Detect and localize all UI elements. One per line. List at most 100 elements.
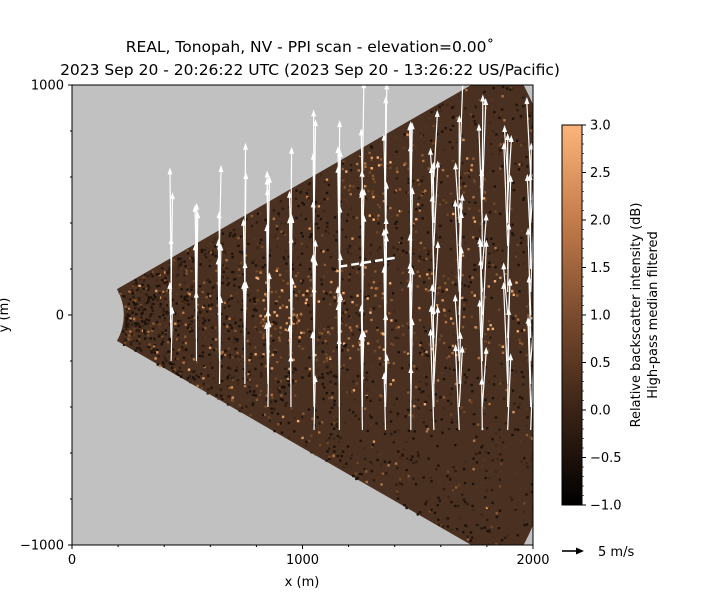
speckle-cell bbox=[308, 372, 312, 375]
x-axis-label: x (m) bbox=[285, 575, 320, 590]
speckle-cell bbox=[393, 191, 397, 194]
speckle-cell bbox=[283, 375, 287, 379]
speckle-cell bbox=[221, 242, 225, 246]
speckle-cell bbox=[341, 167, 345, 171]
speckle-cell bbox=[277, 380, 280, 384]
speckle-cell bbox=[133, 305, 137, 308]
speckle-cell bbox=[559, 401, 561, 403]
speckle-cell bbox=[472, 413, 476, 416]
speckle-cell bbox=[261, 413, 265, 417]
speckle-cell bbox=[486, 551, 488, 553]
speckle-cell bbox=[211, 286, 215, 289]
speckle-cell bbox=[491, 98, 494, 101]
speckle-cell bbox=[504, 422, 508, 425]
speckle-cell bbox=[369, 399, 372, 403]
wind-vector-shaft bbox=[458, 199, 463, 247]
speckle-cell bbox=[290, 407, 293, 410]
speckle-cell bbox=[528, 144, 532, 147]
speckle-cell bbox=[230, 386, 234, 389]
wind-vector-shaft bbox=[383, 234, 387, 293]
speckle-cell bbox=[406, 267, 409, 270]
speckle-cell bbox=[305, 440, 308, 444]
speckle-cell bbox=[208, 300, 211, 303]
speckle-cell bbox=[424, 126, 427, 129]
speckle-cell bbox=[192, 316, 196, 320]
speckle-cell bbox=[462, 530, 465, 534]
speckle-cell bbox=[166, 272, 170, 275]
speckle-cell bbox=[437, 518, 440, 521]
y-axis-label: y (m) bbox=[0, 298, 12, 333]
speckle-cell bbox=[435, 399, 439, 403]
speckle-cell bbox=[226, 276, 229, 280]
speckle-cell bbox=[319, 217, 323, 221]
speckle-cell bbox=[238, 265, 241, 268]
wind-vector-shaft bbox=[454, 300, 460, 362]
speckle-cell bbox=[189, 257, 192, 260]
speckle-cell bbox=[522, 250, 525, 254]
speckle-cell bbox=[150, 351, 154, 354]
speckle-cell bbox=[126, 312, 129, 316]
speckle-cell bbox=[158, 292, 162, 295]
speckle-cell bbox=[464, 460, 467, 463]
speckle-cell bbox=[275, 360, 279, 364]
speckle-cell bbox=[437, 162, 441, 165]
speckle-cell bbox=[148, 286, 151, 289]
speckle-cell bbox=[500, 362, 503, 365]
speckle-cell bbox=[296, 271, 300, 275]
speckle-cell bbox=[225, 259, 228, 262]
speckle-cell bbox=[127, 297, 131, 301]
speckle-cell bbox=[237, 268, 241, 271]
wind-reference-key: 5 m/s bbox=[562, 545, 634, 560]
speckle-cell bbox=[450, 106, 454, 110]
speckle-cell bbox=[374, 270, 377, 273]
speckle-cell bbox=[314, 353, 317, 357]
speckle-cell bbox=[495, 133, 498, 136]
speckle-cell bbox=[310, 373, 313, 376]
speckle-cell bbox=[407, 177, 410, 181]
speckle-cell bbox=[468, 207, 471, 210]
speckle-cell bbox=[364, 266, 367, 269]
wind-vector-head bbox=[460, 74, 465, 81]
wind-vector-shaft bbox=[410, 324, 413, 408]
speckle-cell bbox=[321, 234, 324, 237]
speckle-cell bbox=[463, 212, 467, 216]
speckle-cell bbox=[358, 247, 361, 251]
speckle-cell bbox=[502, 397, 506, 401]
speckle-cell bbox=[370, 243, 373, 247]
speckle-cell bbox=[265, 281, 268, 284]
speckle-cell bbox=[208, 242, 212, 245]
speckle-cell bbox=[553, 309, 555, 311]
speckle-cell bbox=[255, 276, 258, 279]
chart-title-line2: 2023 Sep 20 - 20:26:22 UTC (2023 Sep 20 … bbox=[60, 61, 560, 79]
speckle-cell bbox=[516, 294, 519, 297]
speckle-cell bbox=[333, 299, 337, 303]
speckle-cell bbox=[138, 284, 141, 288]
wind-vector-head bbox=[313, 119, 319, 127]
speckle-cell bbox=[269, 248, 272, 252]
speckle-cell bbox=[207, 250, 211, 254]
speckle-cell bbox=[464, 524, 467, 527]
speckle-cell bbox=[432, 142, 435, 145]
speckle-cell bbox=[396, 248, 399, 251]
speckle-cell bbox=[365, 378, 368, 381]
speckle-cell bbox=[200, 250, 204, 253]
wind-vector-head bbox=[502, 124, 508, 132]
speckle-cell bbox=[126, 310, 129, 313]
speckle-cell bbox=[549, 150, 551, 152]
speckle-cell bbox=[228, 395, 231, 398]
speckle-cell bbox=[332, 268, 335, 271]
speckle-cell bbox=[275, 300, 278, 303]
speckle-cell bbox=[438, 523, 441, 527]
speckle-cell bbox=[383, 432, 387, 436]
speckle-cell bbox=[226, 403, 230, 406]
speckle-cell bbox=[187, 368, 191, 371]
speckle-cell bbox=[321, 341, 324, 345]
speckle-cell bbox=[306, 289, 309, 293]
speckle-cell bbox=[419, 341, 423, 345]
speckle-cell bbox=[556, 379, 558, 381]
speckle-cell bbox=[144, 285, 147, 288]
speckle-cell bbox=[485, 506, 489, 510]
speckle-cell bbox=[151, 309, 155, 312]
speckle-cell bbox=[419, 257, 422, 261]
speckle-cell bbox=[414, 230, 418, 233]
